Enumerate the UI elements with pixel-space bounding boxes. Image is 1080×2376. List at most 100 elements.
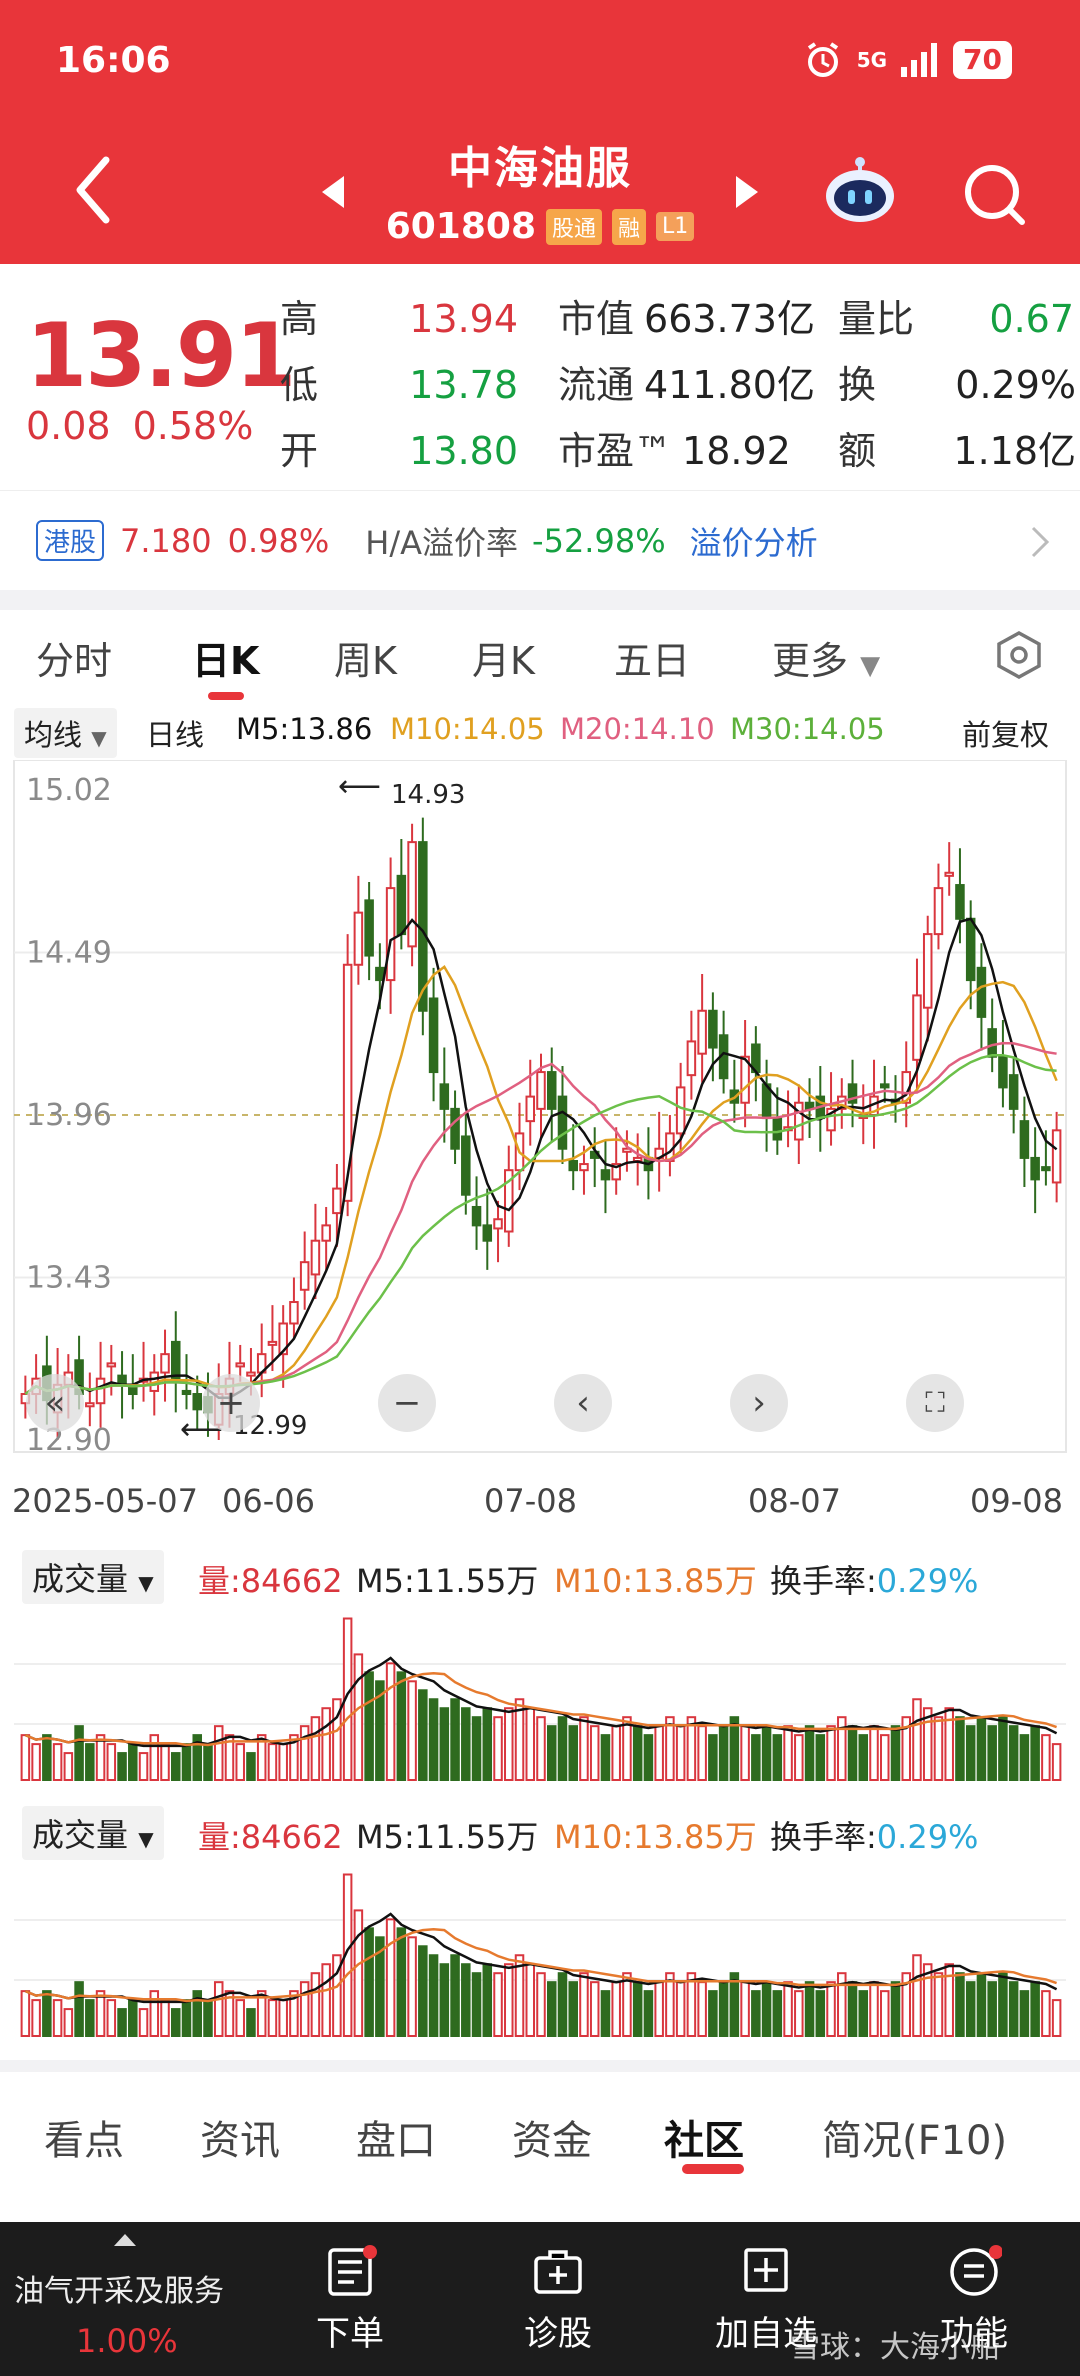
candle-body bbox=[557, 1095, 568, 1150]
volume-bar bbox=[42, 1990, 52, 2037]
kline-svg[interactable]: 15.02 14.49 13.96 13.43 12.90 bbox=[0, 760, 1080, 1460]
tab-news[interactable]: 资讯 bbox=[200, 2118, 280, 2164]
add-watchlist-button[interactable]: 加自选 bbox=[706, 2244, 826, 2355]
zoom-in-button[interactable]: + bbox=[202, 1374, 260, 1432]
tab-highlights[interactable]: 看点 bbox=[44, 2118, 124, 2164]
volume-bar bbox=[708, 1990, 718, 2037]
zoom-out-button[interactable]: − bbox=[378, 1374, 436, 1432]
volume-bar bbox=[407, 1680, 417, 1781]
volume-bar bbox=[461, 1963, 471, 2037]
candle-body bbox=[847, 1083, 858, 1104]
candle-body bbox=[504, 1169, 514, 1233]
volume-bar bbox=[675, 1981, 686, 2037]
y-tick-label: 13.96 bbox=[26, 1098, 112, 1133]
volume-bar bbox=[665, 1716, 675, 1781]
volume-bar bbox=[428, 1954, 439, 2037]
volume-bar bbox=[890, 1981, 901, 2037]
candle-body bbox=[192, 1393, 203, 1411]
volume-bar bbox=[418, 1689, 428, 1781]
function-menu-button[interactable]: 功能 bbox=[914, 2244, 1034, 2355]
volume-bar bbox=[1030, 1981, 1040, 2037]
volume-chart-2[interactable] bbox=[0, 1860, 1080, 2050]
volume-bar bbox=[955, 1972, 965, 2037]
low-label: 低 bbox=[280, 363, 319, 407]
hk-price: 7.180 bbox=[120, 521, 212, 560]
candle-body bbox=[826, 1107, 836, 1132]
scroll-right-button[interactable]: › bbox=[730, 1374, 788, 1432]
level-tag: L1 bbox=[656, 212, 695, 241]
volume-bar bbox=[729, 1716, 740, 1781]
order-button[interactable]: 下单 bbox=[290, 2244, 410, 2355]
back-arrow-icon[interactable] bbox=[66, 150, 126, 230]
sector-name[interactable]: 油气开采及服务 bbox=[14, 2274, 224, 2309]
candle-body bbox=[407, 841, 417, 948]
y-tick-label: 12.90 bbox=[26, 1423, 112, 1458]
volume-bar bbox=[514, 1698, 525, 1781]
prev-stock-icon[interactable] bbox=[318, 172, 348, 212]
amount-value: 1.18亿 bbox=[953, 429, 1077, 473]
volume-bar bbox=[95, 1734, 106, 1781]
ma-selector[interactable]: 均线 ▼ bbox=[14, 708, 117, 758]
adjust-mode[interactable]: 前复权 bbox=[962, 718, 1050, 752]
volume-bar bbox=[890, 1725, 901, 1781]
volume-bar bbox=[751, 1734, 761, 1781]
volume-bar bbox=[579, 1972, 589, 2037]
volume-ma10-line bbox=[24, 1927, 1057, 2003]
volume-selector[interactable]: 成交量 ▼ bbox=[22, 1550, 164, 1604]
candle-body bbox=[235, 1362, 245, 1368]
volume-bar bbox=[686, 1972, 697, 2037]
next-stock-icon[interactable] bbox=[732, 172, 762, 212]
rewind-button[interactable]: « bbox=[26, 1374, 84, 1432]
search-icon[interactable] bbox=[960, 160, 1028, 228]
hk-premium-bar[interactable]: 港股 7.180 0.98% H/A溢价率 -52.98% 溢价分析 bbox=[0, 490, 1080, 590]
tab-orderbook[interactable]: 盘口 bbox=[356, 2118, 436, 2164]
tab-profile-f10[interactable]: 简况(F10) bbox=[822, 2118, 1008, 2164]
caret-down-icon: ▼ bbox=[91, 726, 107, 750]
tab-weekly-k[interactable]: 周K bbox=[334, 639, 397, 683]
candle-body bbox=[686, 1040, 697, 1077]
volume-bar bbox=[622, 1972, 632, 2037]
tab-more-label: 更多 bbox=[772, 639, 849, 683]
candle-body bbox=[998, 1055, 1008, 1089]
tab-community[interactable]: 社区 bbox=[664, 2118, 744, 2164]
scroll-left-button[interactable]: ‹ bbox=[554, 1374, 612, 1432]
chevron-left-icon: ‹ bbox=[576, 1383, 590, 1423]
volume-chart-1[interactable] bbox=[0, 1604, 1080, 1794]
volume-bar bbox=[632, 1725, 643, 1781]
kline-chart[interactable]: 15.02 14.49 13.96 13.43 12.90 ⟵ 14.93 ⟵ 12.9… bbox=[0, 760, 1080, 1560]
volume-bar bbox=[579, 1716, 589, 1781]
robot-assistant-icon[interactable] bbox=[822, 156, 898, 226]
volume-bar bbox=[192, 1734, 203, 1781]
volume-bar bbox=[181, 1743, 192, 1782]
candle-body bbox=[493, 1218, 503, 1230]
tab-more[interactable]: 更多 ▼ bbox=[772, 630, 880, 685]
ma10-line bbox=[24, 965, 1058, 1396]
premium-analysis-link[interactable]: 溢价分析 bbox=[689, 523, 818, 562]
volume-bar bbox=[912, 1698, 922, 1781]
chevron-right-icon: › bbox=[752, 1383, 766, 1423]
volume-bar bbox=[965, 1725, 976, 1781]
tab-daily-k[interactable]: 日K bbox=[192, 639, 260, 683]
volume-bar bbox=[525, 1707, 536, 1781]
volume-bar bbox=[74, 1725, 84, 1781]
candle-body bbox=[955, 884, 965, 920]
tab-capital[interactable]: 资金 bbox=[512, 2118, 592, 2164]
chevron-right-icon bbox=[1031, 526, 1050, 558]
fullscreen-button[interactable]: ⛶ bbox=[906, 1374, 964, 1432]
candle-body bbox=[697, 1009, 707, 1055]
float-row: 流通 411.80亿 bbox=[558, 354, 815, 409]
settings-hexagon-icon[interactable] bbox=[994, 630, 1044, 680]
volume-bar bbox=[761, 1725, 772, 1781]
volume-selector-2[interactable]: 成交量 ▼ bbox=[22, 1806, 164, 1860]
tab-five-day[interactable]: 五日 bbox=[614, 639, 691, 683]
y-tick-label: 14.49 bbox=[26, 936, 112, 971]
tab-intraday[interactable]: 分时 bbox=[36, 639, 113, 683]
diagnose-button[interactable]: 诊股 bbox=[498, 2244, 618, 2355]
volume-bar bbox=[364, 1671, 374, 1781]
volume-amount: 量:84662 bbox=[198, 1562, 343, 1600]
price-change: 0.08 0.58% bbox=[26, 404, 253, 448]
volume-bar bbox=[504, 1963, 514, 2037]
volume-bar bbox=[751, 1990, 761, 2037]
volume-bar bbox=[772, 1990, 783, 2037]
tab-monthly-k[interactable]: 月K bbox=[472, 639, 535, 683]
